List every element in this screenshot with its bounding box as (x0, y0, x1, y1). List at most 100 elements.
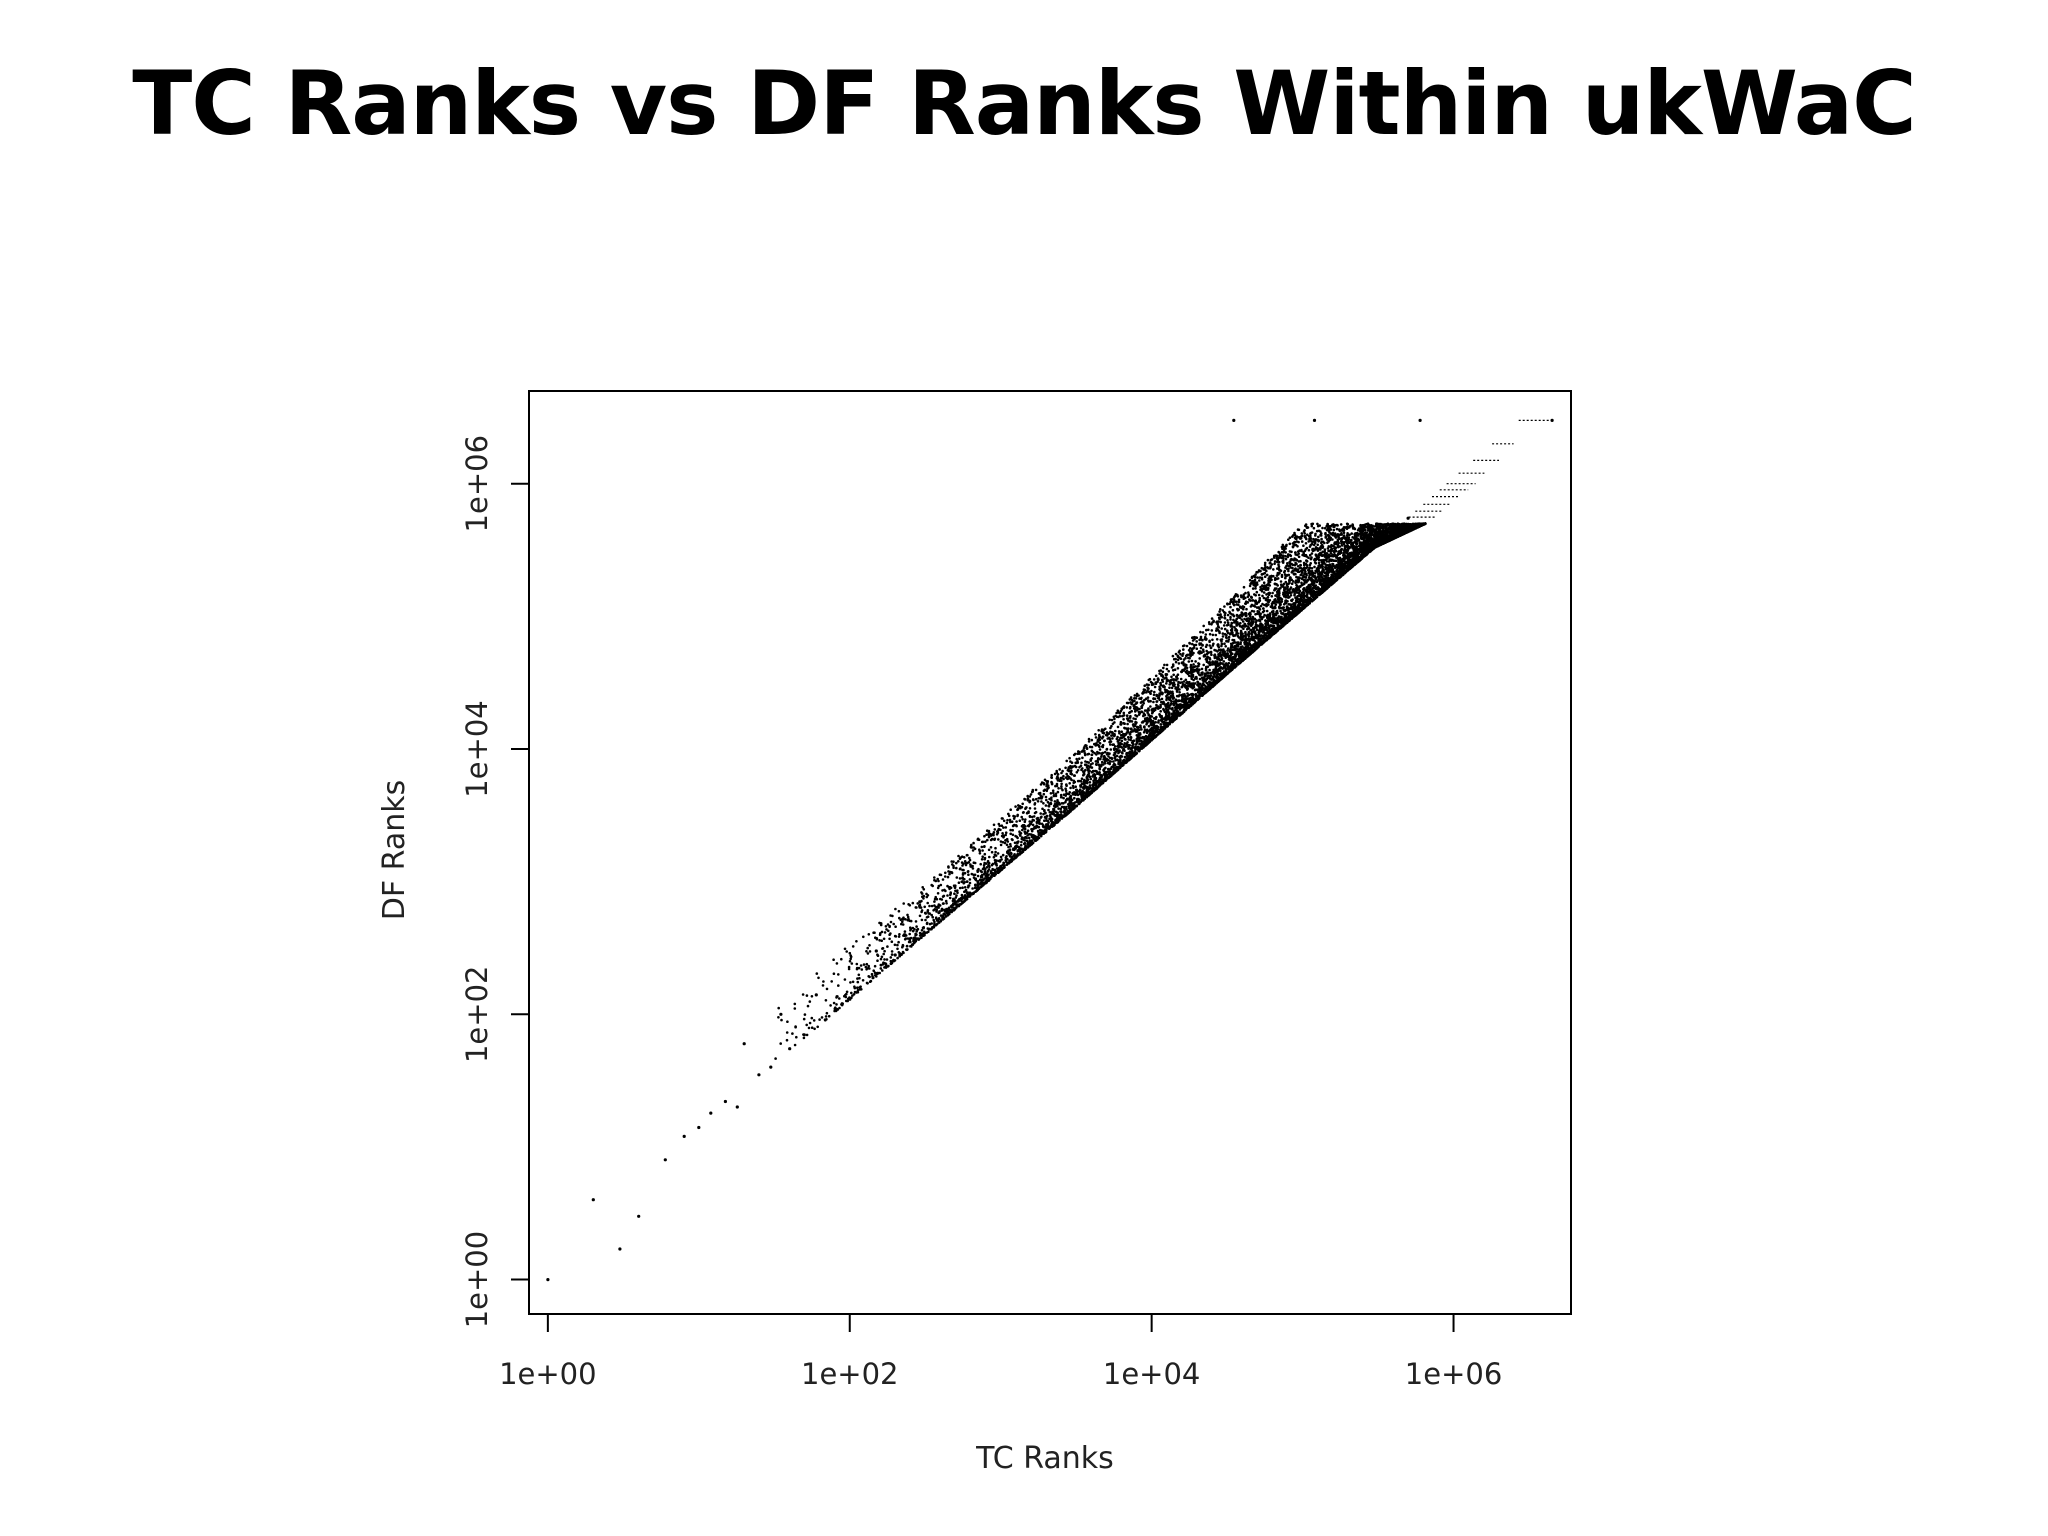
data-point (1365, 531, 1369, 534)
data-point (978, 852, 982, 855)
data-point (1288, 542, 1292, 546)
data-point (822, 980, 825, 983)
data-point (1180, 685, 1184, 689)
data-point (924, 918, 927, 922)
data-point (1129, 736, 1133, 740)
data-point (1284, 557, 1288, 561)
data-point (1324, 531, 1327, 535)
data-point (1192, 685, 1196, 689)
data-point (902, 902, 905, 905)
data-point (1208, 644, 1211, 647)
data-point (1116, 735, 1119, 739)
data-point (1225, 636, 1228, 640)
data-point (1174, 652, 1178, 656)
data-point (1155, 715, 1158, 719)
data-point (897, 940, 900, 944)
data-point (958, 877, 962, 880)
data-point (1150, 683, 1154, 687)
data-point (914, 906, 918, 909)
data-point (1297, 528, 1301, 532)
data-point (1174, 660, 1178, 664)
data-point (879, 967, 883, 970)
data-point (1033, 803, 1036, 806)
data-point (894, 925, 897, 928)
data-point (967, 873, 970, 876)
data-point (1159, 669, 1163, 672)
data-point (1242, 607, 1245, 611)
data-point (979, 869, 982, 873)
data-point (878, 933, 882, 937)
data-point (1076, 769, 1080, 772)
data-point (817, 976, 820, 980)
data-point (847, 967, 851, 971)
data-point (873, 931, 876, 934)
data-point (1209, 650, 1213, 654)
data-point (1178, 649, 1181, 653)
data-point (786, 1020, 789, 1023)
data-point (1277, 560, 1281, 564)
data-point (1171, 668, 1175, 672)
data-point (897, 909, 901, 913)
data-point (1165, 682, 1168, 685)
data-point (879, 957, 883, 961)
data-point (890, 950, 894, 953)
data-point (1111, 737, 1114, 740)
data-point (1152, 693, 1156, 697)
data-point (1210, 653, 1213, 656)
data-point (1123, 722, 1126, 725)
data-point (1140, 721, 1144, 724)
data-point (971, 887, 974, 890)
data-point (1277, 573, 1280, 576)
data-point (1027, 836, 1031, 840)
data-point (1112, 765, 1115, 769)
data-point (825, 1011, 829, 1015)
data-point (1009, 842, 1012, 846)
data-point (1064, 766, 1067, 770)
data-point (1208, 632, 1212, 636)
data-point (1129, 738, 1132, 742)
data-point (995, 833, 999, 836)
data-point (1135, 742, 1138, 746)
data-point (1159, 703, 1162, 707)
data-point (1042, 789, 1046, 792)
data-point (1268, 584, 1272, 587)
data-point (1055, 782, 1059, 786)
data-point (973, 886, 977, 890)
data-point (1201, 631, 1205, 634)
data-point (1062, 774, 1065, 778)
data-point (1187, 660, 1191, 663)
data-point (920, 918, 924, 922)
data-point (1236, 632, 1240, 635)
data-point (1042, 781, 1045, 785)
data-point (1270, 595, 1274, 598)
data-point (1011, 838, 1014, 842)
data-point (961, 873, 965, 876)
data-point (1299, 559, 1302, 563)
data-point (1223, 617, 1227, 620)
data-point (1147, 724, 1151, 728)
data-point (1080, 761, 1083, 765)
data-point (1249, 599, 1252, 602)
data-point (1075, 771, 1079, 774)
data-point (812, 1019, 816, 1022)
data-point (1107, 755, 1110, 758)
data-point (999, 843, 1003, 847)
data-point (845, 990, 849, 994)
data-point (867, 975, 870, 978)
data-point (1026, 794, 1029, 798)
data-point (920, 909, 924, 912)
data-point (1229, 605, 1232, 609)
data-point (1025, 806, 1028, 809)
data-point (1324, 535, 1328, 539)
data-point (1255, 590, 1259, 594)
data-point (934, 895, 937, 899)
data-point (1187, 674, 1191, 678)
data-point (1010, 820, 1014, 823)
data-point (1054, 792, 1058, 796)
data-point (868, 967, 871, 970)
data-point (840, 957, 843, 961)
data-point (1138, 697, 1141, 700)
data-point (1198, 642, 1201, 645)
data-point (986, 859, 990, 863)
data-point (1020, 840, 1023, 844)
